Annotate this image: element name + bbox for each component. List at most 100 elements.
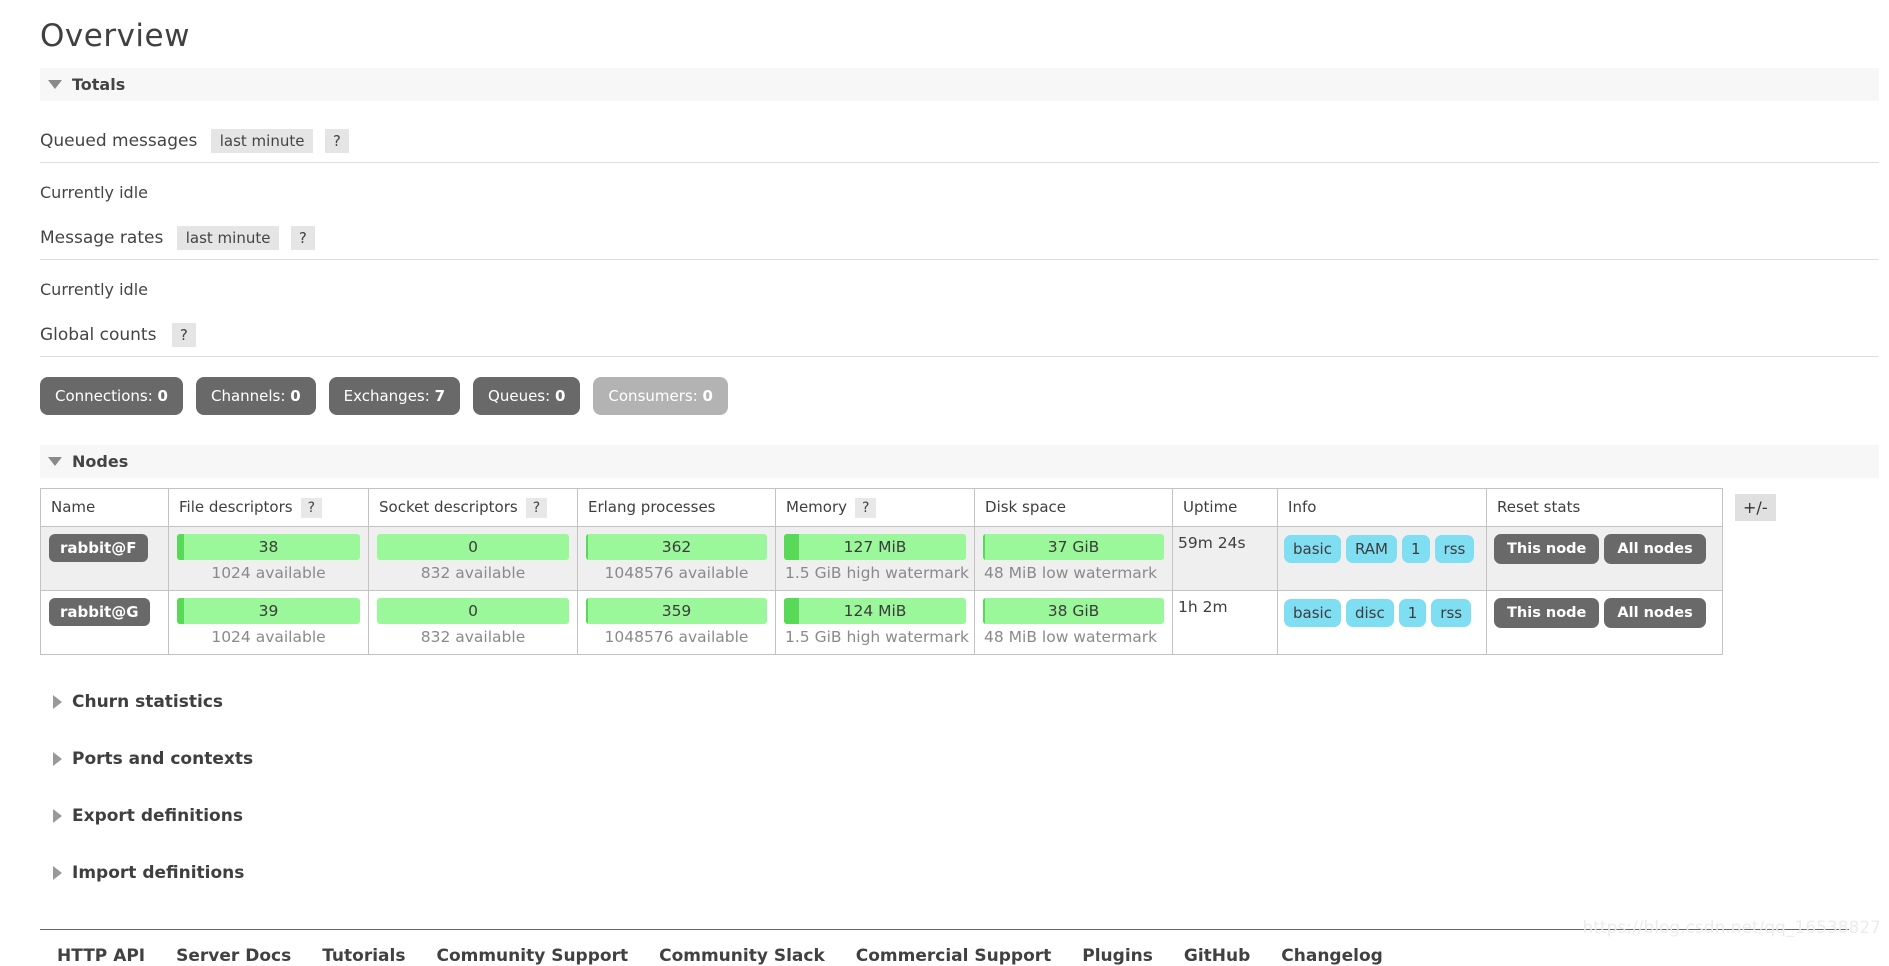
nodes-table-wrap: Name File descriptors? Socket descriptor…: [40, 488, 1879, 655]
section-totals[interactable]: Totals: [40, 68, 1879, 101]
info-cell: basic disc 1 rss: [1277, 590, 1487, 655]
disk-space-cell: 38 GiB 48 MiB low watermark: [974, 590, 1173, 655]
reset-this-node-button[interactable]: This node: [1494, 598, 1600, 628]
erlang-processes-cell: 362 1048576 available: [577, 526, 776, 591]
socket-descriptors-cell: 0 832 available: [368, 526, 578, 591]
node-row-rabbit-g: rabbit@G 39 1024 available 0 832 availab…: [40, 590, 1723, 655]
info-tag-disc: disc: [1345, 599, 1394, 627]
info-cell: basic RAM 1 rss: [1277, 526, 1487, 591]
fd-usage-bar: 39: [177, 598, 360, 624]
message-rates-label: Message rates: [40, 228, 164, 248]
node-name-cell: rabbit@F: [40, 526, 169, 591]
col-header-erlang-processes: Erlang processes: [577, 488, 776, 527]
section-churn-statistics[interactable]: Churn statistics: [53, 692, 1879, 712]
reset-all-nodes-button[interactable]: All nodes: [1604, 598, 1706, 628]
node-name-badge[interactable]: rabbit@F: [49, 534, 148, 562]
fd-available-label: 1024 available: [211, 564, 326, 582]
socket-usage-bar: 0: [377, 598, 569, 624]
queued-rate-mode-badge[interactable]: last minute: [210, 129, 314, 153]
memory-help-icon[interactable]: ?: [855, 498, 877, 518]
queued-status-text: Currently idle: [40, 183, 148, 202]
reset-this-node-button[interactable]: This node: [1494, 534, 1600, 564]
uptime-cell: 59m 24s: [1172, 526, 1278, 591]
watermark-text: https://blog.csdn.net/qq_16538827: [1582, 918, 1881, 938]
fd-help-icon[interactable]: ?: [300, 498, 323, 518]
footer-link-plugins[interactable]: Plugins: [1082, 946, 1153, 966]
fd-usage-bar: 38: [177, 534, 360, 560]
erlang-usage-bar: 362: [586, 534, 767, 560]
node-name-cell: rabbit@G: [41, 591, 169, 655]
reset-stats-cell: This node All nodes: [1486, 526, 1723, 591]
section-ports-and-contexts[interactable]: Ports and contexts: [53, 749, 1879, 769]
info-tag-stats-level: 1: [1398, 599, 1427, 627]
memory-cell: 124 MiB 1.5 GiB high watermark: [774, 590, 975, 655]
node-name-badge[interactable]: rabbit@G: [49, 598, 150, 626]
table-header-row: Name File descriptors? Socket descriptor…: [40, 488, 1723, 527]
fd-available-label: 1024 available: [211, 628, 326, 646]
file-descriptors-cell: 39 1024 available: [168, 590, 369, 655]
disk-space-cell: 37 GiB 48 MiB low watermark: [974, 526, 1173, 591]
footer-link-changelog[interactable]: Changelog: [1281, 946, 1383, 966]
rates-rate-mode-badge[interactable]: last minute: [176, 226, 280, 250]
socket-usage-bar: 0: [377, 534, 569, 560]
collapse-closed-icon: [53, 695, 62, 709]
section-nodes-label: Nodes: [72, 452, 129, 471]
rates-status-text: Currently idle: [40, 280, 148, 299]
queued-messages-heading: Queued messages last minute ?: [40, 129, 1879, 163]
column-selector-button[interactable]: +/-: [1735, 494, 1776, 521]
erlang-usage-bar: 359: [586, 598, 767, 624]
channels-count-button[interactable]: Channels: 0: [195, 377, 316, 415]
footer-link-tutorials[interactable]: Tutorials: [322, 946, 406, 966]
global-counts-label: Global counts: [40, 325, 157, 345]
collapse-closed-icon: [53, 866, 62, 880]
socket-help-icon[interactable]: ?: [525, 498, 548, 518]
socket-descriptors-cell: 0 832 available: [368, 590, 578, 655]
collapse-closed-icon: [53, 809, 62, 823]
socket-available-label: 832 available: [420, 564, 526, 582]
erlang-processes-cell: 359 1048576 available: [577, 590, 776, 655]
collapse-open-icon: [48, 457, 62, 466]
erlang-available-label: 1048576 available: [604, 628, 749, 646]
global-counts-help-icon[interactable]: ?: [171, 323, 196, 347]
info-tag-stats-level: 1: [1402, 535, 1430, 563]
footer-link-github[interactable]: GitHub: [1183, 946, 1251, 966]
erlang-available-label: 1048576 available: [604, 564, 749, 582]
uptime-cell: 1h 2m: [1172, 590, 1278, 655]
disk-watermark-label: 48 MiB low watermark: [984, 628, 1158, 646]
queues-count-button[interactable]: Queues: 0: [473, 377, 581, 415]
reset-all-nodes-button[interactable]: All nodes: [1604, 534, 1706, 564]
node-row-rabbit-f: rabbit@F 38 1024 available 0 832 availab…: [40, 526, 1723, 591]
col-header-name: Name: [40, 488, 169, 527]
disk-usage-bar: 38 GiB: [983, 598, 1165, 624]
section-nodes[interactable]: Nodes: [40, 445, 1879, 478]
global-counts-row: Connections: 0 Channels: 0 Exchanges: 7 …: [40, 377, 1879, 415]
col-header-file-descriptors: File descriptors?: [168, 488, 369, 527]
consumers-count-button[interactable]: Consumers: 0: [593, 377, 728, 415]
section-export-definitions[interactable]: Export definitions: [53, 806, 1879, 826]
footer-link-commercial-support[interactable]: Commercial Support: [855, 946, 1052, 966]
page-title: Overview: [40, 18, 190, 54]
col-header-info: Info: [1277, 488, 1487, 527]
footer-link-http-api[interactable]: HTTP API: [57, 946, 146, 966]
footer-link-community-support[interactable]: Community Support: [436, 946, 629, 966]
connections-count-button[interactable]: Connections: 0: [40, 377, 183, 415]
memory-usage-bar: 127 MiB: [784, 534, 967, 560]
exchanges-count-button[interactable]: Exchanges: 7: [328, 377, 461, 415]
nodes-table: Name File descriptors? Socket descriptor…: [40, 488, 1724, 655]
socket-available-label: 832 available: [420, 628, 526, 646]
info-tag-rss: rss: [1431, 599, 1472, 627]
collapse-closed-icon: [53, 752, 62, 766]
footer-link-server-docs[interactable]: Server Docs: [176, 946, 292, 966]
footer-link-community-slack[interactable]: Community Slack: [659, 946, 825, 966]
disk-usage-bar: 37 GiB: [983, 534, 1165, 560]
memory-usage-bar: 124 MiB: [784, 598, 967, 624]
queued-help-icon[interactable]: ?: [324, 129, 349, 153]
col-header-socket-descriptors: Socket descriptors?: [368, 488, 578, 527]
info-tag-basic: basic: [1284, 535, 1341, 563]
info-tag-ram: RAM: [1345, 535, 1397, 563]
queued-messages-label: Queued messages: [40, 131, 198, 151]
rates-help-icon[interactable]: ?: [290, 226, 315, 250]
section-import-definitions[interactable]: Import definitions: [53, 863, 1879, 883]
global-counts-heading: Global counts ?: [40, 323, 1879, 357]
